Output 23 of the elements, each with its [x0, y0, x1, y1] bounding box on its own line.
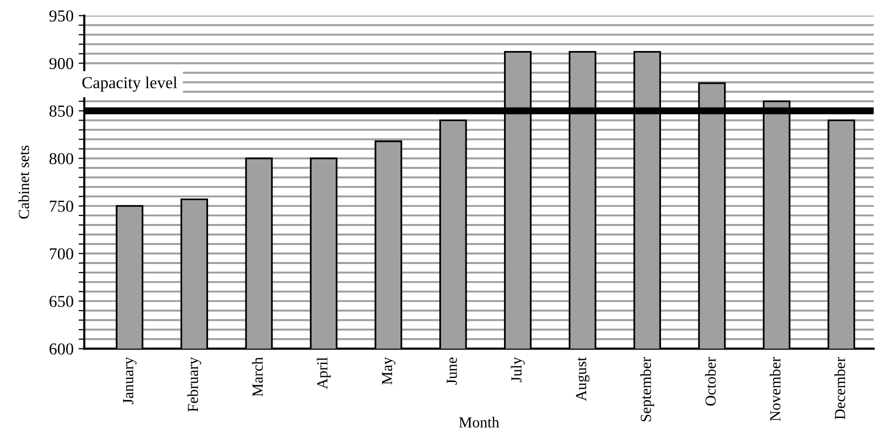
x-tick-label: February: [187, 357, 202, 412]
y-tick-label: 600: [50, 343, 74, 355]
x-tick-label: April: [316, 357, 331, 390]
x-tick-label: January: [123, 357, 136, 404]
x-tick-label: December: [834, 357, 846, 420]
x-axis-title: Month: [459, 416, 500, 428]
x-tick-label: October: [705, 357, 716, 406]
y-tick-label: 750: [50, 200, 74, 212]
y-tick-label: 700: [50, 248, 74, 260]
x-tick-label: November: [770, 357, 780, 422]
x-tick-label: September: [640, 357, 654, 422]
y-axis-title: Cabinet sets: [18, 146, 30, 219]
x-tick-label: May: [382, 357, 396, 385]
y-tick-label: 850: [49, 105, 74, 117]
y-tick-label: 800: [49, 153, 74, 164]
x-tick-label: March: [252, 357, 263, 396]
y-tick-label: 650: [50, 296, 74, 308]
x-tick-label: July: [510, 357, 525, 382]
ref-line-label: Capacity level: [82, 76, 178, 92]
y-tick-label: 950: [49, 10, 74, 22]
x-tick-label: August: [576, 357, 590, 401]
y-tick-label: 900: [49, 58, 74, 70]
x-tick-label: June: [446, 358, 457, 385]
